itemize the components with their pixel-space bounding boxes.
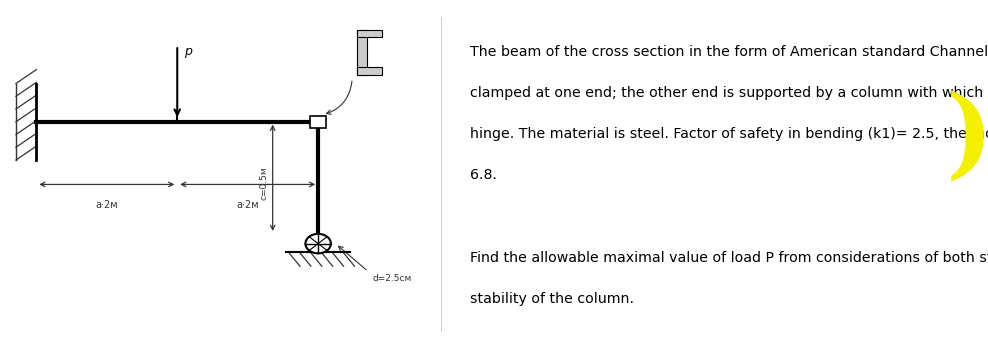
Text: hinge. The material is steel. Factor of safety in bending (k1)= 2.5, the factor : hinge. The material is steel. Factor of … bbox=[470, 127, 988, 141]
Text: a·2м: a·2м bbox=[96, 200, 119, 210]
Text: stability of the column.: stability of the column. bbox=[470, 292, 634, 306]
Text: d=2.5см: d=2.5см bbox=[372, 274, 412, 283]
Text: c=0.5м: c=0.5м bbox=[259, 166, 268, 199]
Text: a·2м: a·2м bbox=[236, 200, 259, 210]
Bar bbox=[310, 116, 326, 128]
Bar bbox=[357, 30, 381, 37]
Bar bbox=[357, 67, 381, 75]
Bar bbox=[357, 30, 367, 75]
Text: Find the allowable maximal value of load P from considerations of both strength : Find the allowable maximal value of load… bbox=[470, 251, 988, 264]
Text: The beam of the cross section in the form of American standard Channel or C shap: The beam of the cross section in the for… bbox=[470, 45, 988, 59]
Text: 6.8.: 6.8. bbox=[470, 168, 497, 182]
Text: p: p bbox=[184, 45, 192, 58]
Text: clamped at one end; the other end is supported by a column with which it is conn: clamped at one end; the other end is sup… bbox=[470, 86, 988, 100]
Circle shape bbox=[305, 234, 331, 253]
Text: ): ) bbox=[946, 91, 988, 188]
